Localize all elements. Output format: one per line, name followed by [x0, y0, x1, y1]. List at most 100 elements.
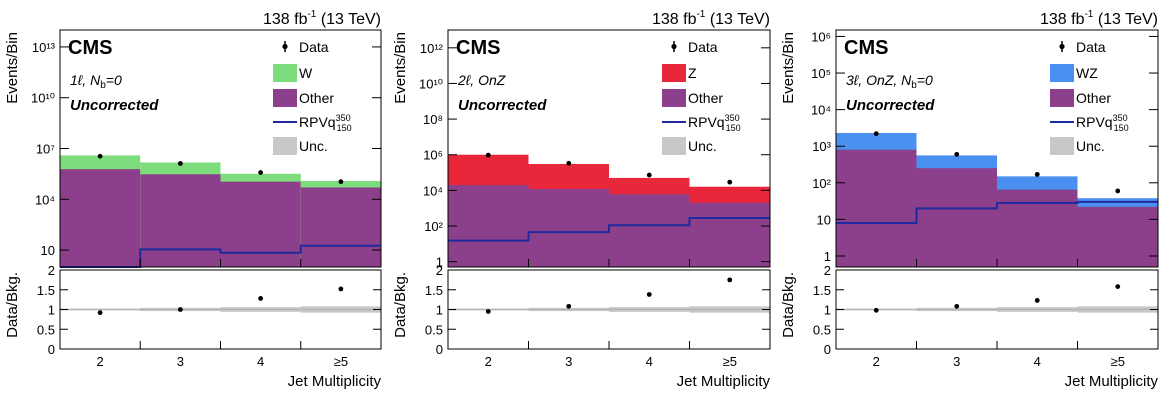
experiment-label: CMS [456, 37, 500, 59]
y-axis-label: Events/Bin [4, 32, 21, 104]
data-point-bin-4 [338, 179, 344, 185]
luminosity-value: 138 fb [263, 11, 308, 28]
legend-data-marker [282, 43, 288, 50]
legend-label-data: Data [1076, 39, 1106, 55]
ratio-tick-label-3: 1 [48, 303, 55, 318]
y-tick-label-4: 10³ [812, 139, 831, 154]
ratio-tick-label-1: 0 [824, 342, 831, 357]
luminosity-label: 138 fb-1 (13 TeV) [263, 9, 381, 28]
y-tick-label-3: 10² [812, 176, 831, 191]
data-point-bin-4 [1115, 188, 1121, 194]
uncorrected-label: Uncorrected [70, 97, 159, 114]
ratio-point-bin-2 [954, 303, 960, 309]
histogram-bar-other-bin-2 [916, 168, 997, 267]
legend-label-wz: WZ [1076, 65, 1098, 81]
signal-rpv-step-line [448, 217, 770, 242]
x-tick-label-1: 2 [97, 354, 104, 369]
histogram-bar-other-bin-2 [528, 188, 609, 267]
legend-swatch-w [273, 64, 297, 82]
luminosity-label: 138 fb-1 (13 TeV) [1040, 9, 1158, 28]
legend-label-rpv: RPVq350 150 [688, 113, 741, 133]
y-tick-label-1: 10 [41, 243, 55, 258]
legend-swatch-unc [662, 137, 686, 155]
y-tick-label-5: 10⁸ [423, 112, 443, 127]
legend-rpv-superscript: 350 [336, 113, 351, 123]
y-tick-label-5: 10⁴ [811, 103, 831, 118]
x-tick-label-3: 4 [1034, 354, 1041, 369]
data-point-bin-2 [566, 160, 572, 166]
x-tick-label-3: 4 [257, 354, 264, 369]
ratio-point-bin-3 [1034, 298, 1040, 303]
chart-panel-2: 1 10² 10⁴ 10⁶ 10⁸ 10¹⁰ 10¹² 0 0.5 1 1.5 2 2 3 4 ≥5 Jet M… [392, 9, 771, 390]
histogram-bar-other-bin-4 [689, 202, 770, 267]
x-tick-label-4: ≥5 [1111, 354, 1125, 369]
data-point-bin-1 [97, 153, 103, 159]
signal-rpv-step-line [836, 200, 1158, 224]
x-tick-label-4: ≥5 [334, 354, 348, 369]
y-tick-label-1: 1 [436, 255, 443, 270]
y-tick-label-2: 10⁴ [35, 192, 55, 207]
histogram-bar-other-bin-4 [1077, 206, 1158, 267]
energy-label: (13 TeV) [705, 11, 770, 28]
legend-swatch-other [1050, 89, 1074, 107]
ratio-point-bin-1 [485, 309, 491, 314]
ratio-tick-label-3: 1 [436, 303, 443, 318]
luminosity-value: 138 fb [1040, 11, 1085, 28]
x-axis-label: Jet Multiplicity [677, 373, 771, 390]
ratio-point-bin-4 [1115, 284, 1121, 289]
ratio-point-bin-4 [727, 277, 733, 283]
luminosity-label: 138 fb-1 (13 TeV) [652, 9, 770, 28]
chart-panel-3: 1 10 10² 10³ 10⁴ 10⁵ 10⁶ 0 0.5 1 1.5 2 2 3 4 ≥5 Jet Mult… [780, 9, 1159, 390]
histogram-bar-other-bin-3 [220, 181, 301, 267]
ratio-tick-label-5: 2 [48, 263, 55, 278]
data-point-bin-3 [646, 172, 652, 178]
legend-label-z: Z [688, 65, 697, 81]
y-tick-label-3: 10⁷ [36, 142, 55, 157]
ratio-tick-label-1: 0 [436, 342, 443, 357]
luminosity-exponent: -1 [1084, 9, 1093, 20]
legend-label-other: Other [688, 90, 723, 106]
histogram-bar-other-bin-2 [140, 174, 221, 267]
ratio-tick-label-4: 1.5 [813, 283, 831, 298]
x-tick-label-3: 4 [646, 354, 653, 369]
histogram-bar-other-bin-1 [60, 169, 141, 267]
ratio-point-bin-1 [97, 310, 103, 316]
y-tick-label-2: 10² [424, 219, 443, 234]
x-tick-label-1: 2 [485, 354, 492, 369]
luminosity-exponent: -1 [696, 9, 705, 20]
legend-label-rpv: RPVq350 150 [1076, 113, 1129, 133]
y-tick-label-7: 10¹² [420, 41, 444, 56]
y-axis-label: Events/Bin [392, 32, 409, 104]
legend-rpv-name: RPVq [299, 114, 336, 130]
ratio-point-bin-2 [177, 307, 183, 312]
legend-swatch-unc [273, 137, 297, 155]
ratio-tick-label-4: 1.5 [425, 283, 443, 298]
legend-label-unc: Unc. [688, 138, 717, 154]
legend-rpv-subscript: 150 [1114, 123, 1129, 133]
legend-label-other: Other [299, 90, 334, 106]
ratio-axis-label: Data/Bkg. [780, 272, 797, 338]
legend-rpv-name: RPVq [688, 114, 725, 130]
y-axis-label: Events/Bin [780, 32, 797, 104]
legend-label-rpv: RPVq350 150 [299, 113, 352, 133]
category-subscript: b [911, 80, 917, 91]
y-tick-label-6: 10¹⁰ [419, 76, 443, 91]
uncorrected-label: Uncorrected [846, 97, 935, 114]
x-tick-label-2: 3 [177, 354, 184, 369]
energy-label: (13 TeV) [1093, 11, 1158, 28]
ratio-axis-label: Data/Bkg. [4, 272, 21, 338]
data-point-bin-1 [873, 131, 879, 137]
x-tick-label-4: ≥5 [723, 354, 737, 369]
histogram-bar-other-bin-1 [836, 149, 917, 267]
data-point-bin-2 [954, 151, 960, 157]
ratio-point-bin-1 [873, 307, 879, 313]
data-point-bin-3 [1034, 171, 1040, 177]
histogram-bar-other-bin-3 [997, 189, 1078, 267]
histogram-bar-other-bin-4 [300, 187, 381, 267]
ratio-point-bin-2 [566, 303, 572, 309]
legend-swatch-unc [1050, 137, 1074, 155]
ratio-tick-label-2: 0.5 [425, 322, 443, 337]
ratio-tick-label-1: 0 [48, 342, 55, 357]
ratio-point-bin-3 [258, 296, 264, 301]
